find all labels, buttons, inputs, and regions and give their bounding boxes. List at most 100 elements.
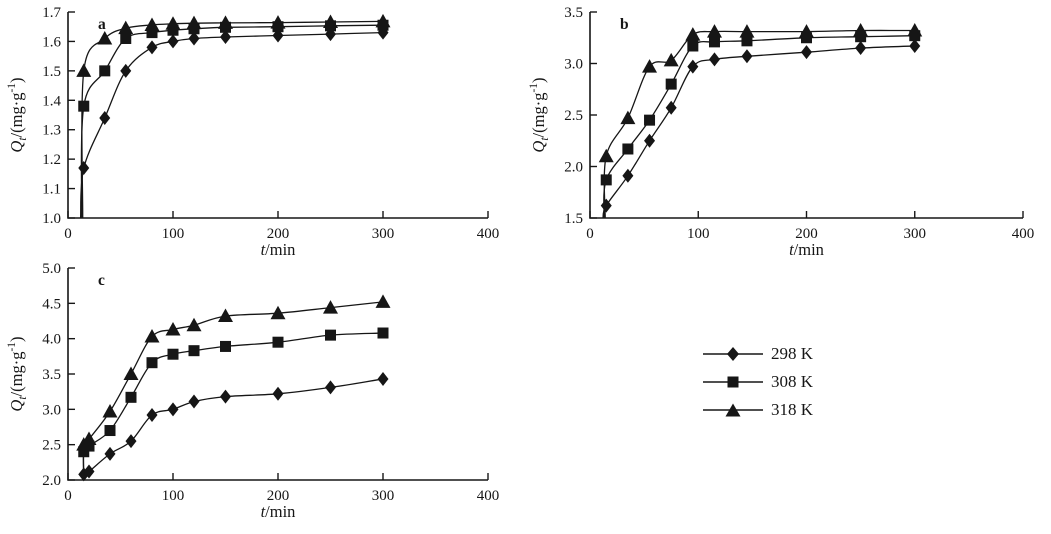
square-marker-icon [120, 32, 132, 44]
triangle-marker-icon [270, 305, 286, 320]
diamond-marker-icon [188, 394, 200, 409]
chart-panel-c: 0 100 200 300 400 2.0 2.5 3.0 3.5 4.0 4.5 5.0 t/min Q… [0, 252, 525, 534]
diamond-marker-icon [188, 31, 200, 46]
chart-panel-a: 0 100 200 300 400 1.0 1.1 1.2 1.3 1.4 1.5 1.6 1.7 t/m… [0, 0, 525, 270]
triangle-marker-icon [706, 24, 722, 38]
y-tick-label: 3.0 [42, 402, 61, 418]
square-marker-icon [741, 35, 753, 47]
x-tick-label: 200 [267, 226, 290, 242]
diamond-marker-icon [78, 160, 90, 175]
diamond-marker-icon [377, 371, 389, 386]
series-line-triangle [82, 301, 384, 481]
triangle-marker-icon [144, 17, 160, 31]
diamond-marker-icon [703, 346, 763, 361]
triangle-marker-icon [663, 52, 679, 67]
triangle-marker-icon [186, 317, 202, 332]
square-marker-icon [622, 143, 634, 155]
y-tick-label: 3.5 [42, 367, 61, 383]
diamond-marker-icon [99, 110, 111, 125]
legend: 298 K 308 K 318 K [702, 344, 813, 419]
triangle-marker-icon [144, 329, 160, 343]
square-marker-icon [78, 100, 90, 112]
triangle-marker-icon [642, 59, 658, 73]
triangle-marker-icon [799, 24, 814, 38]
y-tick-label: 5.0 [42, 261, 61, 277]
y-axis-label: Qt/(mg·g-1) [6, 336, 29, 411]
y-axis-label: Qt/(mg·g-1) [528, 77, 551, 152]
panel-letter: a [98, 16, 106, 33]
x-tick-label: 100 [162, 488, 185, 504]
diamond-marker-icon [622, 168, 634, 183]
triangle-marker-icon [218, 308, 233, 323]
x-tick-label: 0 [64, 488, 72, 504]
y-tick-label: 2.0 [564, 160, 583, 176]
y-tick-label: 1.5 [564, 211, 583, 227]
diamond-marker-icon [146, 407, 158, 422]
x-tick-label: 400 [477, 488, 500, 504]
triangle-marker-icon [620, 110, 636, 125]
x-tick-label: 300 [372, 226, 395, 242]
triangle-marker-icon [97, 30, 113, 45]
triangle-marker-icon [76, 63, 92, 77]
x-tick-label: 0 [586, 226, 594, 242]
diamond-marker-icon [801, 45, 812, 60]
x-tick-label: 400 [1012, 226, 1035, 242]
diamond-marker-icon [120, 63, 132, 78]
x-tick-label: 400 [477, 226, 500, 242]
legend-item-318k: 318 K [702, 400, 813, 419]
triangle-marker-icon [323, 300, 338, 314]
square-marker-icon [600, 174, 612, 186]
square-marker-icon [104, 425, 116, 437]
legend-item-308k: 308 K [702, 372, 813, 391]
diamond-marker-icon [909, 38, 921, 53]
triangle-marker-icon [703, 403, 763, 416]
triangle-marker-icon [218, 15, 233, 29]
diamond-marker-icon [325, 27, 336, 42]
y-tick-label: 4.0 [42, 332, 61, 348]
square-marker-icon [167, 348, 179, 360]
square-marker-icon [99, 65, 111, 77]
diamond-marker-icon [708, 52, 720, 67]
square-marker-icon [377, 327, 389, 339]
y-tick-label: 1.4 [42, 93, 61, 109]
chart-b-svg: 0 100 200 300 400 1.5 2.0 2.5 3.0 3.5 t/min Qt/(mg·… [528, 5, 1035, 259]
x-tick-label: 0 [64, 226, 72, 242]
triangle-marker-icon [186, 15, 202, 30]
legend-item-298k: 298 K [702, 344, 813, 363]
x-tick-label: 300 [372, 488, 395, 504]
series-line-square [80, 24, 384, 219]
triangle-marker-icon [102, 403, 118, 418]
y-tick-label: 1.5 [42, 64, 61, 80]
diamond-marker-icon [220, 30, 231, 45]
square-marker-icon [644, 114, 656, 126]
y-tick-label: 3.5 [564, 5, 583, 21]
chart-panel-b: 0 100 200 300 400 1.5 2.0 2.5 3.0 3.5 t/min Qt/(mg·… [525, 0, 1051, 270]
triangle-marker-icon [165, 16, 181, 30]
diamond-marker-icon [167, 402, 179, 417]
square-marker-icon [188, 345, 200, 357]
diamond-marker-icon [146, 40, 158, 55]
chart-a-svg: 0 100 200 300 400 1.0 1.1 1.2 1.3 1.4 1.5 1.6 1.7 t/m… [6, 5, 500, 259]
square-marker-icon [167, 24, 179, 36]
x-tick-label: 200 [795, 226, 818, 242]
y-tick-label: 1.7 [42, 5, 61, 21]
series-line-triangle [81, 20, 384, 219]
triangle-marker-icon [165, 321, 181, 336]
panel-letter: b [620, 16, 629, 33]
x-tick-label: 300 [904, 226, 927, 242]
legend-label-308k: 308 K [771, 372, 814, 391]
square-marker-icon [801, 32, 812, 44]
diamond-marker-icon [644, 133, 656, 148]
square-marker-icon [83, 440, 95, 452]
x-tick-label: 100 [687, 226, 710, 242]
legend-label-298k: 298 K [771, 344, 814, 363]
y-tick-label: 1.6 [42, 34, 61, 50]
triangle-marker-icon [118, 20, 134, 35]
y-tick-label: 2.5 [564, 108, 583, 124]
y-tick-label: 2.0 [42, 473, 61, 489]
diamond-marker-icon [741, 49, 753, 64]
x-tick-label: 100 [162, 226, 185, 242]
x-axis-label: t/min [261, 240, 296, 259]
diamond-marker-icon [104, 446, 116, 461]
